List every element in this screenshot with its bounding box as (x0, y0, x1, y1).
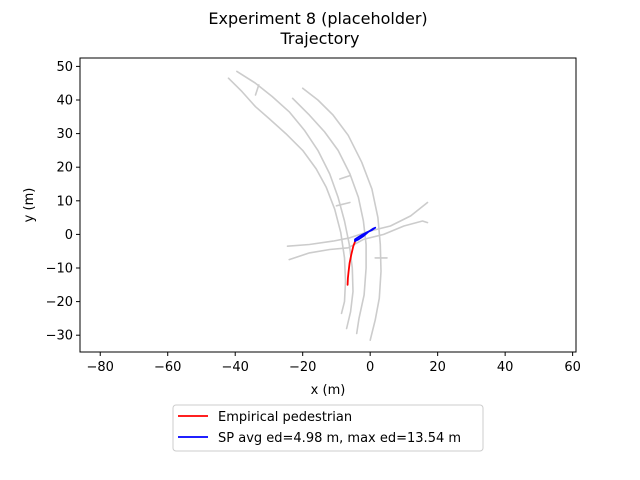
series-line-empirical (346, 238, 357, 286)
y-tick-label: 50 (56, 60, 73, 75)
x-tick-label: 0 (366, 360, 374, 375)
background-track (286, 201, 429, 247)
legend-label-sp: SP avg ed=4.98 m, max ed=13.54 m (218, 431, 461, 446)
y-tick-label: −10 (46, 262, 73, 277)
background-track (301, 87, 382, 342)
x-tick-label: 20 (429, 360, 446, 375)
background-track (254, 84, 260, 96)
series-lines (346, 226, 377, 286)
x-tick-label: −80 (87, 360, 114, 375)
y-axis-label: y (m) (22, 188, 37, 223)
background-track (338, 174, 351, 180)
y-tick-label: 30 (56, 127, 73, 142)
legend: Empirical pedestrian SP avg ed=4.98 m, m… (172, 404, 484, 452)
y-tick-label: 40 (56, 94, 73, 109)
x-tick-label: −20 (289, 360, 316, 375)
y-tick-label: 20 (56, 161, 73, 176)
x-tick-label: −60 (154, 360, 181, 375)
background-track (227, 77, 347, 315)
x-tick-label: −40 (221, 360, 248, 375)
background-track (335, 201, 351, 207)
plot-frame (79, 57, 577, 353)
y-axis-ticks: −30 −20 −10 0 10 20 30 40 50 (46, 60, 80, 344)
y-tick-label: −20 (46, 295, 73, 310)
background-track (291, 97, 367, 335)
background-tracks (227, 70, 429, 342)
y-tick-label: 0 (65, 228, 73, 243)
legend-box (172, 404, 484, 452)
x-tick-label: 60 (564, 360, 581, 375)
x-axis-ticks: −80 −60 −40 −20 0 20 40 60 (87, 352, 581, 375)
legend-label-empirical: Empirical pedestrian (218, 410, 352, 425)
chart-title: Experiment 8 (placeholder) (208, 9, 427, 28)
y-tick-label: −30 (46, 329, 73, 344)
series-line-sp (354, 226, 377, 243)
y-tick-label: 10 (56, 194, 73, 209)
x-tick-label: 40 (497, 360, 514, 375)
chart-subtitle: Trajectory (280, 29, 360, 48)
x-axis-label: x (m) (311, 383, 346, 398)
background-track (288, 220, 429, 261)
background-track (236, 70, 354, 330)
